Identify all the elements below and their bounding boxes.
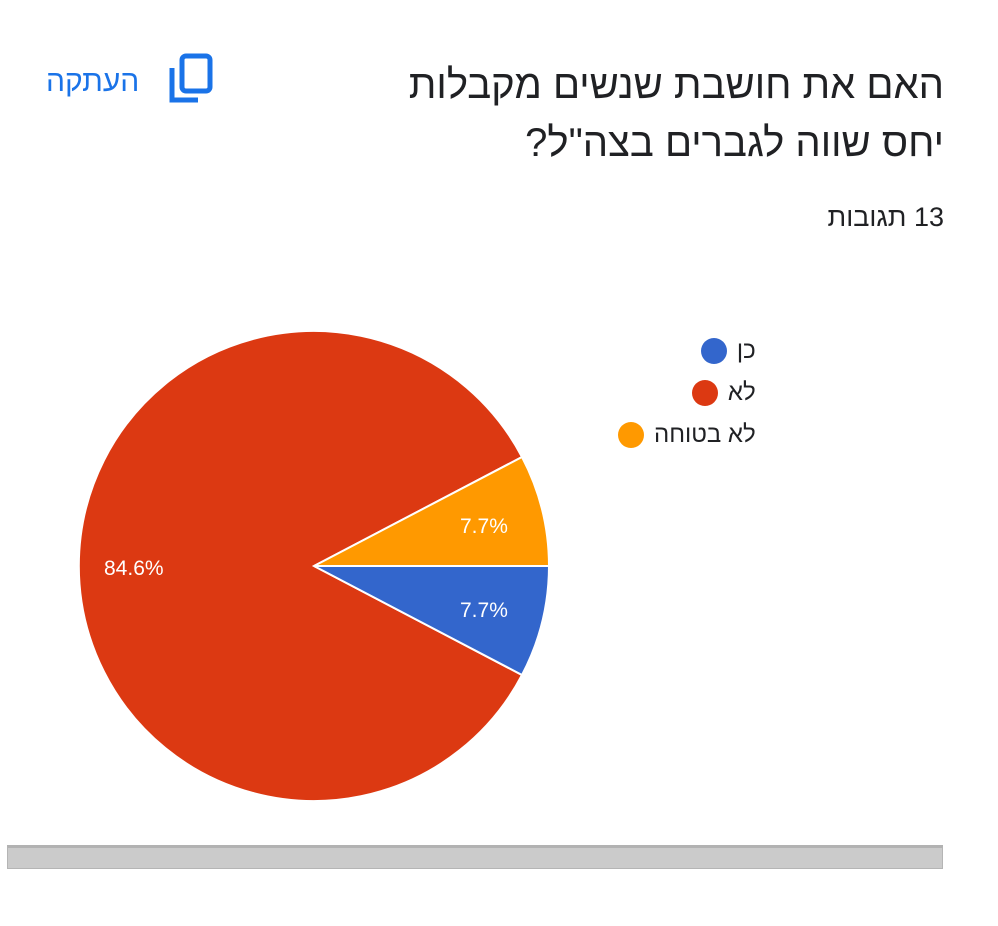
slice-yes[interactable] (313, 565, 551, 677)
label-not-sure: 7.7% (460, 515, 508, 538)
slice-no[interactable] (77, 330, 524, 802)
response-count: 13 תגובות (827, 202, 944, 232)
copy-button[interactable]: העתקה (46, 52, 215, 111)
label-yes: 7.7% (460, 599, 508, 622)
copy-icon (165, 52, 215, 111)
legend-label: כן (736, 337, 756, 364)
pie-chart: 84.6% 7.7% 7.7% (77, 330, 551, 802)
label-no: 84.6% (104, 557, 164, 580)
legend-dot-icon (691, 380, 718, 406)
horizontal-scrollbar[interactable] (7, 845, 943, 869)
question-title: האם את חושבת שנשים מקבלות יחס שווה לגברי… (408, 63, 944, 165)
chart-legend: כן לא לא בטוחה (618, 330, 756, 456)
legend-dot-icon (618, 422, 644, 448)
legend-item-yes[interactable]: כן (618, 330, 756, 372)
copy-label: העתקה (46, 64, 140, 98)
slice-not-sure[interactable] (313, 455, 551, 567)
legend-label: לא בטוחה (654, 421, 756, 448)
legend-item-no[interactable]: לא (618, 372, 756, 414)
legend-item-not-sure[interactable]: לא בטוחה (618, 414, 756, 456)
legend-dot-icon (700, 338, 727, 364)
legend-label: לא (727, 379, 756, 406)
